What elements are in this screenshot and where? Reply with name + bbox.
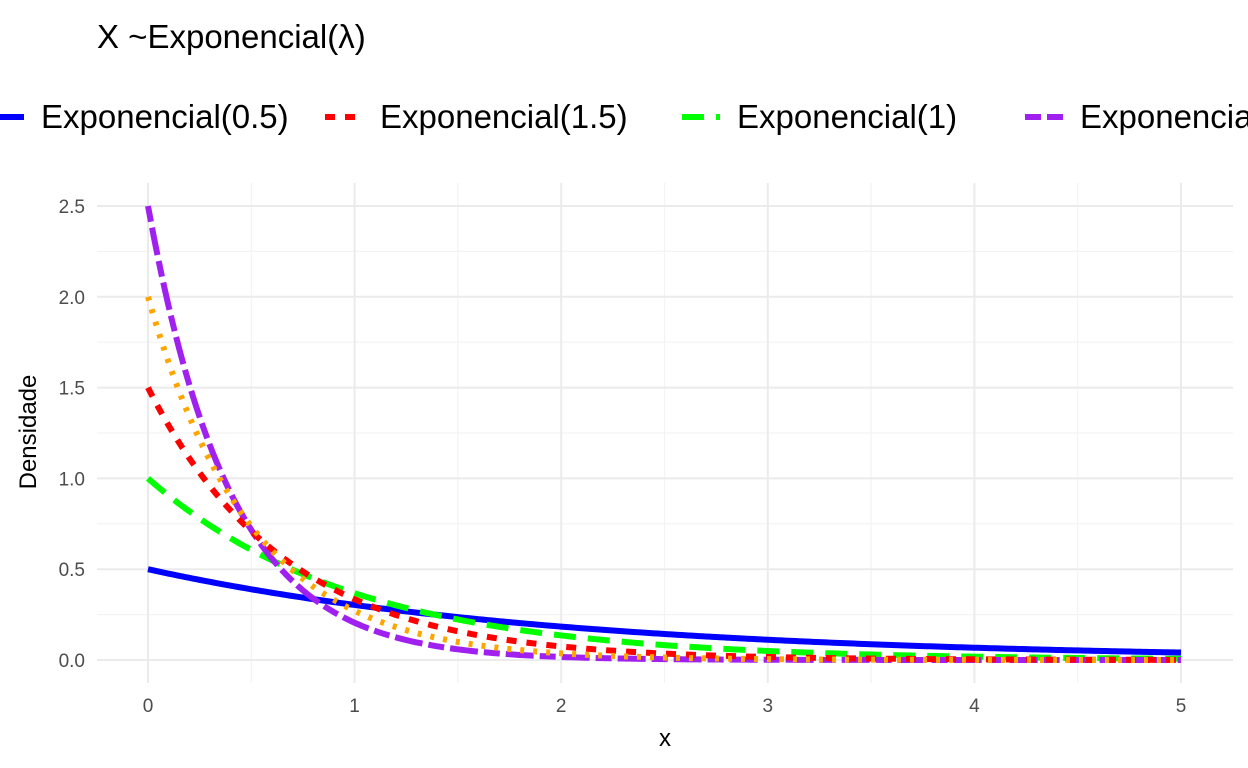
x-axis-title: x [659, 725, 671, 752]
y-tick-label: 1.0 [59, 469, 85, 490]
y-tick-label: 1.5 [59, 379, 85, 400]
series-line [145, 295, 1181, 663]
x-tick-label: 0 [143, 696, 154, 717]
x-tick-label: 5 [1176, 696, 1187, 717]
x-tick-label: 3 [763, 696, 774, 717]
x-tick-label: 1 [349, 696, 360, 717]
y-tick-label: 0.0 [59, 651, 85, 672]
legend-label: Exponencial(1.5) [380, 98, 628, 135]
series-layer [145, 205, 1182, 663]
x-tick-label: 4 [969, 696, 980, 717]
legend-label: Exponencial(1) [737, 98, 957, 135]
legend-label: Exponencial [1080, 98, 1248, 135]
y-axis-ticks: 0.0 0.5 1.0 1.5 2.0 2.5 [59, 197, 85, 672]
y-tick-label: 2.0 [59, 288, 85, 309]
legend: Exponencial(0.5) Exponencial(1.5) Exponenc… [0, 98, 1248, 135]
legend-label: Exponencial(0.5) [41, 98, 289, 135]
x-tick-label: 2 [556, 696, 567, 717]
series-line [145, 386, 1181, 663]
x-axis-ticks: 0 1 2 3 4 5 [143, 696, 1187, 717]
y-tick-label: 0.5 [59, 560, 85, 581]
plot-grid [97, 183, 1233, 683]
y-axis-title: Densidade [15, 375, 42, 490]
y-tick-label: 2.5 [59, 197, 85, 218]
chart-title: X ~Exponencial(λ) [97, 18, 366, 55]
